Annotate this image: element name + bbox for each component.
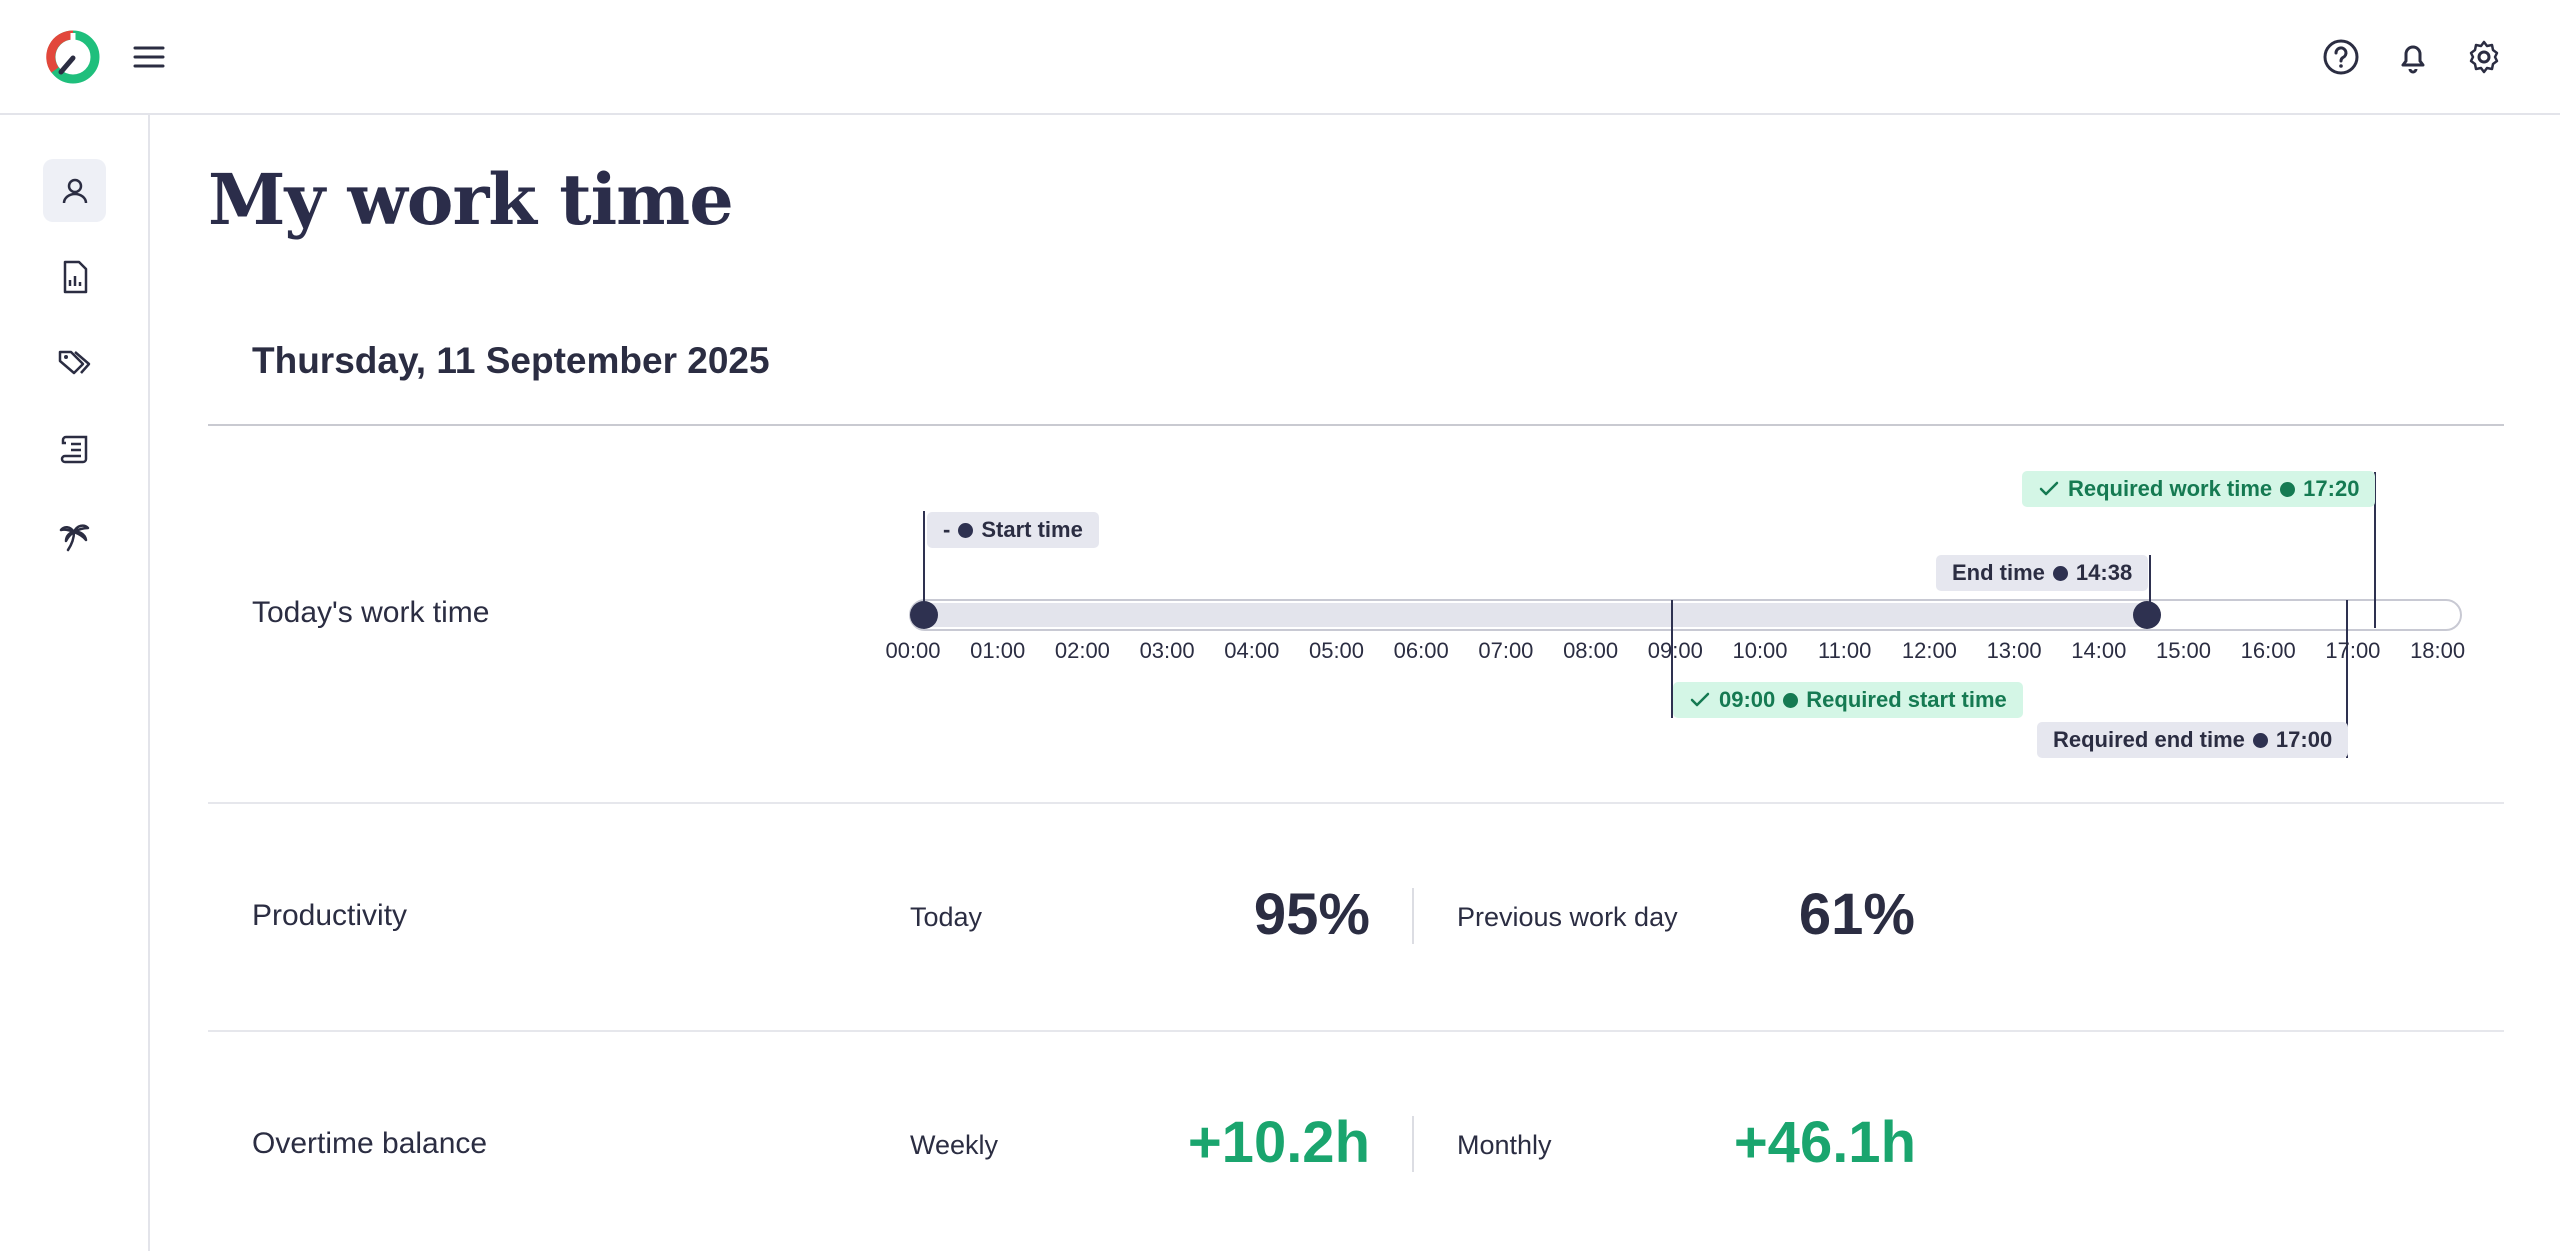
hamburger-menu-icon[interactable] [132, 40, 166, 74]
clockodo-logo-icon[interactable] [46, 28, 100, 84]
timeline-tick: 00:00 [885, 638, 941, 663]
productivity-today-value: 95% [1253, 882, 1370, 947]
productivity-previous-label: Previous work day [1457, 902, 1678, 932]
bullet-icon [2280, 481, 2296, 497]
overtime-monthly-label: Monthly [1457, 1130, 1552, 1160]
timeline-tick: 06:00 [1393, 638, 1449, 663]
sidebar-item-reports[interactable] [43, 245, 106, 308]
timeline-tick: 16:00 [2240, 638, 2296, 663]
start-marker-line [923, 511, 925, 615]
section-divider [208, 802, 2504, 804]
worked-time-fill [913, 603, 2148, 627]
end-time-text: End time [1952, 560, 2045, 585]
check-icon [2039, 481, 2059, 496]
timeline-tick: 17:00 [2325, 638, 2381, 663]
end-time-value: 14:38 [2075, 560, 2133, 585]
section-divider [208, 1030, 2504, 1032]
start-dot[interactable] [910, 601, 938, 629]
timeline-tick: 05:00 [1308, 638, 1365, 663]
work-time-label: Today's work time [252, 596, 490, 629]
required-work-marker-line [2374, 472, 2376, 628]
timeline-tick: 09:00 [1647, 638, 1703, 663]
timeline-tick: 01:00 [970, 638, 1026, 663]
required-end-time-value: 17:00 [2275, 727, 2333, 752]
bell-icon[interactable] [2394, 38, 2432, 76]
timeline-tick: 10:00 [1732, 638, 1788, 663]
timeline-tick: 13:00 [1986, 638, 2042, 663]
required-start-time-value: 09:00 [1719, 687, 1776, 712]
required-work-time-tag: Required work time 17:20 [2022, 471, 2376, 507]
bullet-icon [958, 522, 974, 538]
bullet-icon [1783, 692, 1799, 708]
timeline-tick: 02:00 [1054, 638, 1110, 663]
sidebar-item-my-work-time[interactable] [43, 159, 106, 222]
timeline-tick: 11:00 [1817, 638, 1872, 663]
timeline-tick: 14:00 [2071, 638, 2127, 663]
end-dot[interactable] [2133, 601, 2161, 629]
required-end-time-text: Required end time [2053, 727, 2245, 752]
sidebar [0, 115, 150, 1251]
end-time-tag: End time 14:38 [1936, 555, 2149, 591]
report-icon [63, 260, 87, 293]
sidebar-item-documents[interactable] [43, 417, 106, 480]
required-work-time-text: Required work time [2068, 476, 2273, 501]
timeline-tick: 12:00 [1901, 638, 1957, 663]
sidebar-item-tags[interactable] [43, 331, 106, 394]
check-icon [1690, 692, 1710, 707]
date-divider [208, 424, 2504, 426]
required-end-marker-line [2346, 600, 2348, 758]
timeline-tick: 15:00 [2155, 638, 2212, 663]
bullet-icon [2052, 565, 2068, 581]
palm-tree-icon [59, 523, 89, 551]
overtime-monthly-value: +46.1h [1733, 1110, 1916, 1175]
start-time-text: Start time [981, 517, 1083, 542]
timeline-tick: 04:00 [1224, 638, 1280, 663]
overtime-label: Overtime balance [252, 1127, 488, 1160]
required-work-time-value: 17:20 [2303, 476, 2360, 501]
timeline-tick: 18:00 [2410, 638, 2466, 663]
productivity-label: Productivity [252, 899, 408, 932]
sidebar-item-absences[interactable] [43, 503, 106, 566]
tags-icon [58, 350, 90, 374]
end-marker-line [2149, 555, 2151, 615]
required-end-time-tag: Required end time 17:00 [2037, 722, 2349, 758]
gear-icon[interactable] [2465, 38, 2503, 76]
overtime-weekly-label: Weekly [910, 1130, 999, 1160]
required-start-time-tag: 09:00 Required start time [1673, 682, 2023, 718]
user-icon [62, 178, 87, 203]
required-start-time-text: Required start time [1806, 687, 2007, 712]
scroll-icon [60, 435, 87, 463]
bullet-icon [2252, 732, 2268, 748]
timeline-tick: 03:00 [1139, 638, 1195, 663]
vertical-separator [1412, 888, 1414, 944]
start-time-tag: - Start time [927, 512, 1099, 548]
help-icon[interactable] [2322, 38, 2360, 76]
timeline-tick: 07:00 [1478, 638, 1534, 663]
required-start-marker-line [1671, 600, 1673, 718]
top-bar [0, 0, 2560, 115]
start-time-value: - [943, 517, 951, 542]
overtime-weekly-value: +10.2h [1187, 1110, 1370, 1175]
timeline-tick: 08:00 [1563, 638, 1619, 663]
vertical-separator [1412, 1116, 1414, 1172]
page-title: My work time [208, 158, 734, 241]
productivity-previous-value: 61% [1798, 882, 1915, 947]
productivity-today-label: Today [910, 902, 983, 932]
date-heading: Thursday, 11 September 2025 [252, 340, 770, 381]
